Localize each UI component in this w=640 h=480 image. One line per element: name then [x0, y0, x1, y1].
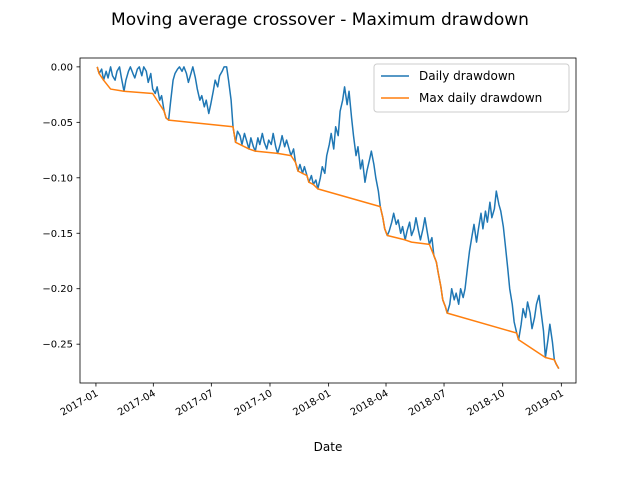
x-tick-label: 2019-01 — [524, 388, 566, 418]
legend-box — [373, 63, 570, 113]
series-line-max-daily-drawdown — [96, 66, 560, 369]
x-tick-label: 2018-01 — [291, 388, 333, 418]
y-tick-label: −0.05 — [42, 118, 73, 129]
x-tick-label: 2017-07 — [174, 388, 216, 418]
axes-frame — [79, 57, 577, 384]
legend-label-max-daily-drawdown: Max daily drawdown — [419, 91, 542, 105]
series-layer — [96, 66, 560, 369]
y-tick-label: 0.00 — [51, 62, 73, 73]
legend-label-daily-drawdown: Daily drawdown — [419, 69, 515, 83]
x-tick-label: 2017-04 — [116, 388, 158, 418]
x-axis-label: Date — [314, 440, 343, 454]
series-line-daily-drawdown — [96, 66, 560, 369]
x-tick-label: 2017-01 — [59, 388, 101, 418]
x-axis: 2017-01 2017-04 2017-07 2017-10 2018-01 2018-… — [59, 383, 566, 418]
legend: Daily drawdown Max daily drawdown — [373, 63, 570, 113]
y-tick-label: −0.25 — [42, 340, 73, 351]
chart-title: Moving average crossover - Maximum drawd… — [111, 10, 529, 30]
y-tick-label: −0.15 — [42, 229, 73, 240]
x-tick-label: 2018-10 — [465, 388, 507, 418]
x-tick-label: 2017-10 — [233, 388, 275, 418]
y-tick-label: −0.10 — [42, 173, 73, 184]
x-tick-label: 2018-07 — [407, 388, 449, 418]
y-tick-label: −0.20 — [42, 284, 73, 295]
x-tick-label: 2018-04 — [349, 388, 391, 418]
y-axis: 0.00 −0.05 −0.10 −0.15 −0.20 −0.25 — [42, 62, 80, 351]
